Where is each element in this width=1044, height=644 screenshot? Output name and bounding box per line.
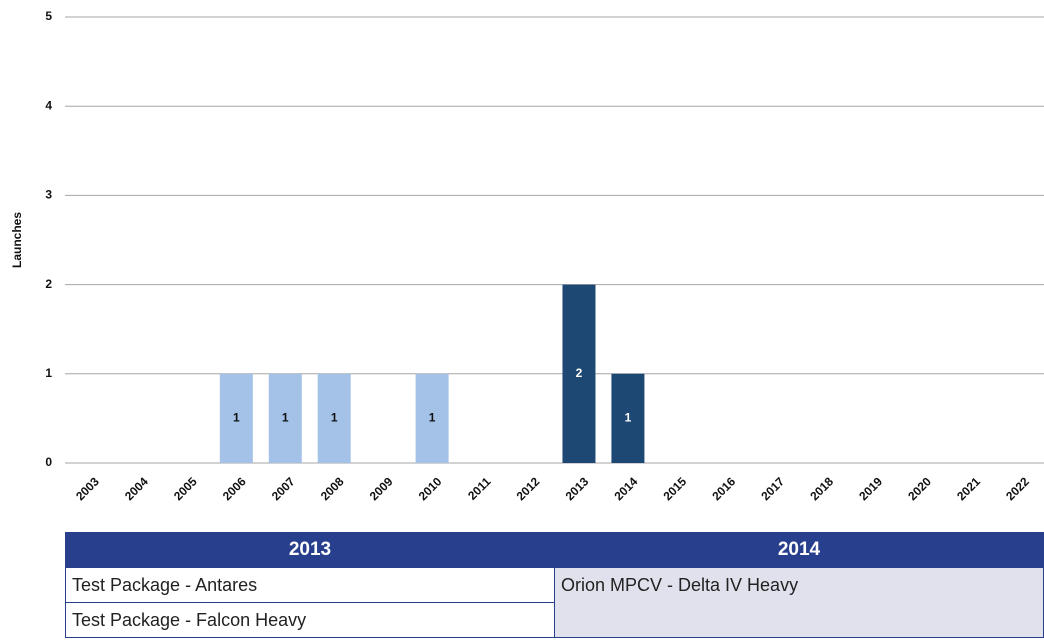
table-cell: Orion MPCV - Delta IV Heavy	[554, 567, 1044, 638]
x-tick-label: 2015	[660, 474, 689, 503]
header-row: 2013 2014	[65, 532, 1044, 568]
data-label: 1	[282, 411, 289, 425]
data-label: 1	[233, 411, 240, 425]
x-tick-label: 2009	[367, 474, 396, 503]
y-tick-label: 0	[45, 455, 52, 469]
x-tick-label: 2006	[220, 474, 249, 503]
x-tick-label: 2021	[954, 474, 983, 503]
data-label: 1	[625, 411, 632, 425]
x-tick-label: 2022	[1003, 474, 1032, 503]
bar	[268, 373, 302, 463]
bar	[415, 373, 449, 463]
y-tick-label: 1	[45, 366, 52, 380]
x-tick-label: 2014	[612, 474, 641, 503]
data-label: 1	[429, 411, 436, 425]
column-header: 2014	[554, 532, 1044, 568]
bar	[611, 373, 645, 463]
x-tick-label: 2019	[856, 474, 885, 503]
table-row: Test Package - Antares Orion MPCV - Delta…	[65, 567, 1044, 638]
x-tick-label: 2013	[563, 474, 592, 503]
x-tick-label: 2017	[758, 474, 787, 503]
x-tick-label: 2010	[416, 474, 445, 503]
bar	[562, 284, 596, 463]
x-tick-label: 2018	[807, 474, 836, 503]
data-label: 1	[331, 411, 338, 425]
x-tick-label: 2008	[318, 474, 347, 503]
x-tick-label: 2004	[122, 474, 151, 503]
table-cell: Test Package - Falcon Heavy	[65, 602, 555, 638]
data-label: 2	[576, 366, 583, 380]
y-tick-label: 4	[45, 98, 52, 112]
y-tick-label: 2	[45, 277, 52, 291]
x-tick-label: 2012	[514, 474, 543, 503]
x-tick-label: 2020	[905, 474, 934, 503]
table-row: Test Package - Falcon Heavy	[65, 602, 1044, 638]
y-tick-label: 5	[45, 9, 52, 23]
x-tick-label: 2003	[73, 474, 102, 503]
x-tick-label: 2005	[171, 474, 200, 503]
table-cell: Test Package - Antares	[65, 567, 555, 603]
bar	[219, 373, 253, 463]
x-tick-label: 2011	[465, 474, 494, 503]
chart: Launches 0 1 2 3 4 5 2003 2004 2005 2006 1 2007 1 200…	[10, 9, 1044, 503]
y-axis-label: Launches	[10, 212, 24, 268]
launch-table: 2013 2014 Test Package - Antares Orion MPCV…	[65, 532, 1044, 638]
bar	[317, 373, 351, 463]
x-tick-label: 2007	[269, 474, 298, 503]
y-tick-label: 3	[45, 188, 52, 202]
column-header: 2013	[65, 532, 555, 568]
x-tick-label: 2016	[709, 474, 738, 503]
